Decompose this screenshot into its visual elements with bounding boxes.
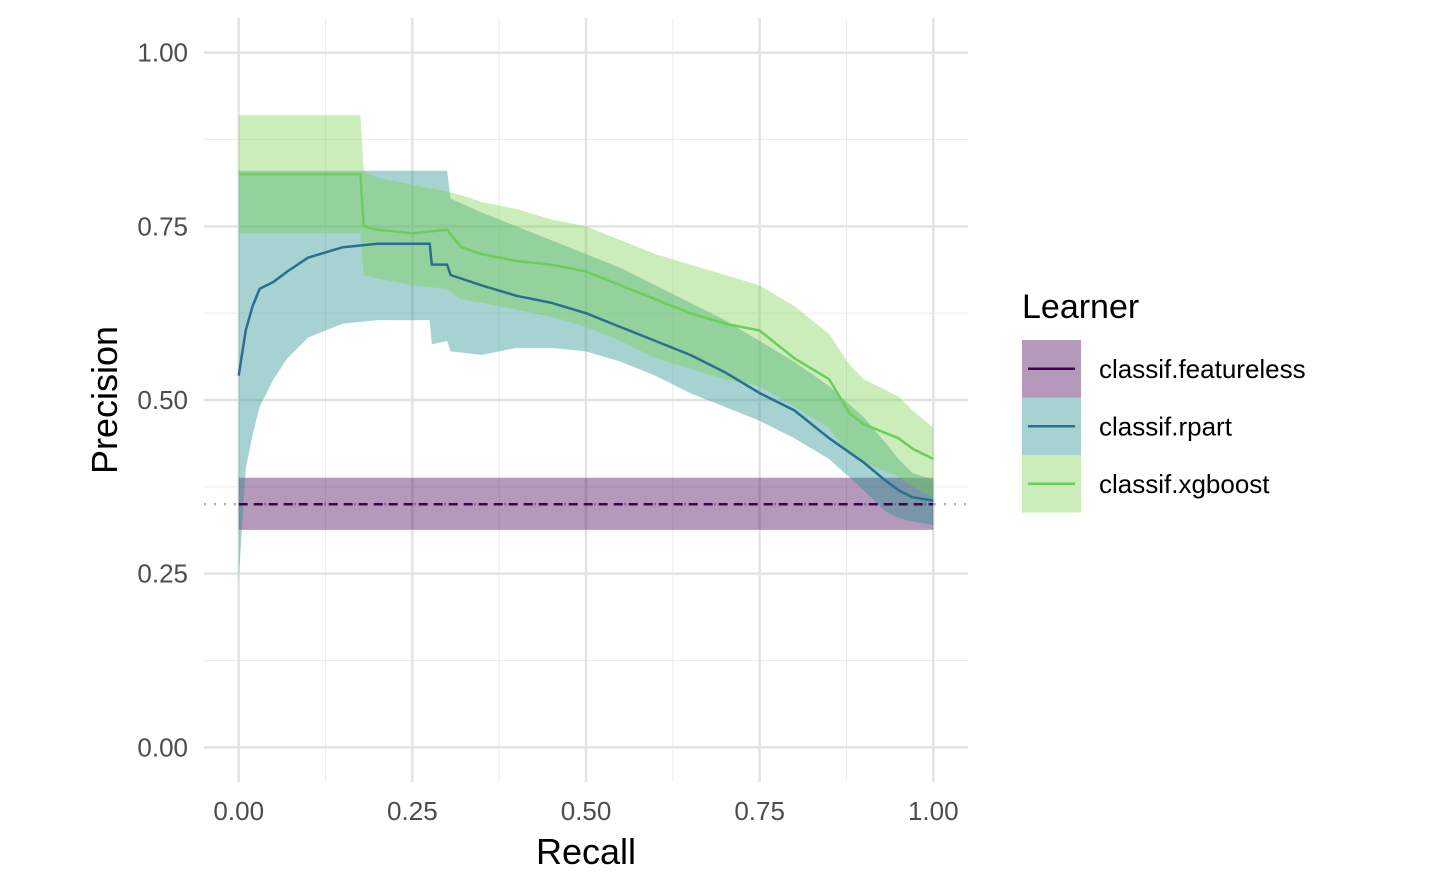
line-classif-rpart	[237, 242, 934, 502]
ribbon-classif-rpart	[238, 170, 934, 581]
x-tick-label: 1.00	[908, 796, 959, 826]
y-tick-label: 0.25	[137, 559, 188, 589]
legend-label-classif-xgboost: classif.xgboost	[1099, 469, 1270, 499]
x-tick-label: 0.00	[213, 796, 264, 826]
series-lines	[237, 173, 934, 506]
ribbon-classif-xgboost	[238, 115, 934, 498]
legend-label-classif-featureless: classif.featureless	[1099, 354, 1306, 384]
legend: Learner classif.featureless classif.rpart…	[1022, 288, 1306, 513]
grid	[204, 18, 968, 782]
line-classif-xgboost	[238, 173, 934, 461]
y-axis-title: Precision	[84, 326, 125, 474]
y-axis-ticks: 0.00 0.25 0.50 0.75 1.00	[137, 38, 188, 763]
x-tick-label: 0.75	[734, 796, 785, 826]
y-tick-label: 0.00	[137, 732, 188, 762]
legend-title: Learner	[1022, 288, 1139, 326]
x-tick-label: 0.25	[387, 796, 438, 826]
y-tick-label: 0.50	[137, 385, 188, 415]
x-axis-ticks: 0.00 0.25 0.50 0.75 1.00	[213, 796, 958, 826]
x-tick-label: 0.50	[561, 796, 612, 826]
x-axis-title: Recall	[536, 831, 636, 872]
legend-label-classif-rpart: classif.rpart	[1099, 412, 1233, 442]
y-tick-label: 0.75	[137, 211, 188, 241]
y-tick-label: 1.00	[137, 38, 188, 68]
